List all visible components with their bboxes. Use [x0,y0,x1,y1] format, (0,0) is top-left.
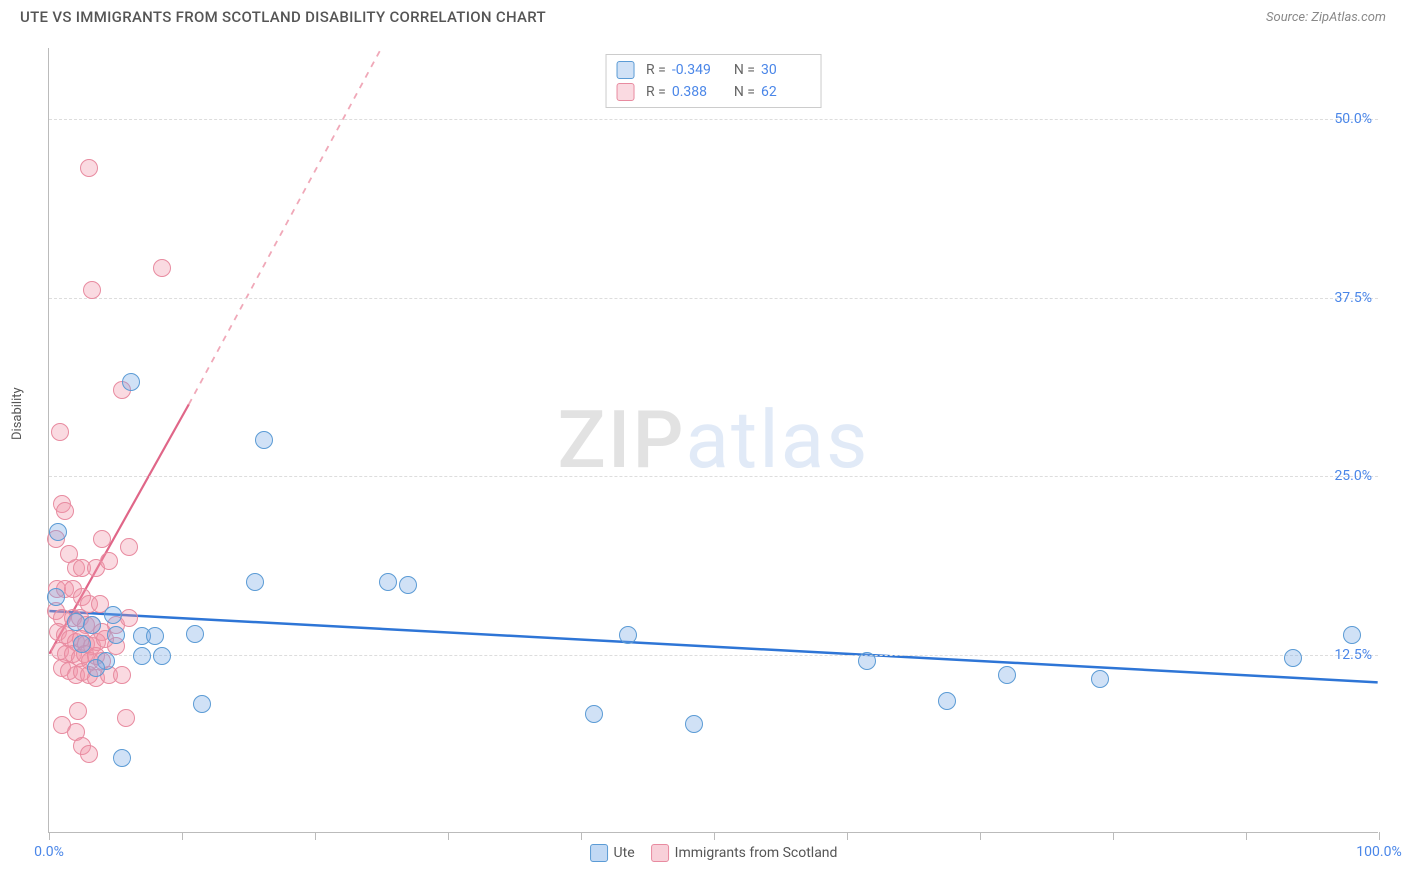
gridline-h [49,119,1378,120]
y-axis-label: Disability [10,387,25,440]
legend-label-ute: Ute [614,845,635,861]
scatter-point [1343,626,1361,644]
scatter-point [379,573,397,591]
scatter-point [51,423,69,441]
xtick [980,832,981,840]
xtick-label: 100.0% [1356,844,1401,860]
ytick-label: 50.0% [1334,111,1372,127]
stats-n-ute: 30 [761,62,811,78]
scatter-point [93,530,111,548]
scatter-point [619,626,637,644]
stats-n-scotland: 62 [761,84,811,100]
scatter-point [69,702,87,720]
scatter-point [113,666,131,684]
scatter-point [193,695,211,713]
xtick [714,832,715,840]
xtick [847,832,848,840]
stats-row-scotland: R = 0.388 N = 62 [616,81,811,103]
scatter-point [120,538,138,556]
watermark-zip: ZIP [558,393,686,487]
scatter-point [153,259,171,277]
xtick [1379,832,1380,840]
scatter-point [56,502,74,520]
scatter-point [49,523,67,541]
scatter-point [107,626,125,644]
scatter-point [133,647,151,665]
scatter-point [80,159,98,177]
scatter-point [122,373,140,391]
xtick [448,832,449,840]
legend-label-scotland: Immigrants from Scotland [675,845,838,861]
xtick [1246,832,1247,840]
trend-line [49,611,1377,682]
scatter-point [120,609,138,627]
scatter-point [83,281,101,299]
legend-item-scotland: Immigrants from Scotland [651,844,838,862]
swatch-scotland [616,83,634,101]
scatter-point [87,659,105,677]
scatter-point [938,692,956,710]
scatter-point [153,647,171,665]
swatch-ute [616,61,634,79]
stats-n-label: N = [734,62,755,78]
trend-line [189,48,382,404]
xtick [315,832,316,840]
ytick-label: 12.5% [1334,647,1372,663]
trend-lines-svg [49,48,1378,832]
stats-r-ute: -0.349 [672,62,722,78]
scatter-point [1091,670,1109,688]
xtick [49,832,50,840]
stats-r-label: R = [646,62,666,78]
scatter-point [585,705,603,723]
watermark: ZIPatlas [558,393,870,487]
chart-title: UTE VS IMMIGRANTS FROM SCOTLAND DISABILI… [20,8,546,26]
scatter-point [104,606,122,624]
chart-header: UTE VS IMMIGRANTS FROM SCOTLAND DISABILI… [0,0,1406,30]
scatter-point [685,715,703,733]
stats-legend: R = -0.349 N = 30 R = 0.388 N = 62 [605,54,822,108]
legend-item-ute: Ute [590,844,635,862]
scatter-point [255,431,273,449]
scatter-point [47,588,65,606]
legend-swatch-ute [590,844,608,862]
ytick-label: 25.0% [1334,468,1372,484]
scatter-point [113,749,131,767]
scatter-point [100,552,118,570]
gridline-h [49,298,1378,299]
scatter-point [399,576,417,594]
scatter-point [858,652,876,670]
gridline-h [49,476,1378,477]
scatter-point [80,745,98,763]
xtick-label: 0.0% [34,844,64,860]
chart-source: Source: ZipAtlas.com [1266,10,1386,25]
xtick [182,832,183,840]
watermark-atlas: atlas [686,393,870,487]
scatter-point [117,709,135,727]
stats-r-scotland: 0.388 [672,84,722,100]
chart-plot-area: ZIPatlas R = -0.349 N = 30 R = 0.388 N =… [48,48,1378,833]
legend-swatch-scotland [651,844,669,862]
stats-row-ute: R = -0.349 N = 30 [616,59,811,81]
stats-r-label-2: R = [646,84,666,100]
scatter-point [998,666,1016,684]
scatter-point [246,573,264,591]
gridline-h [49,655,1378,656]
ytick-label: 37.5% [1334,290,1372,306]
scatter-point [146,627,164,645]
scatter-point [1284,649,1302,667]
scatter-point [73,635,91,653]
bottom-legend: Ute Immigrants from Scotland [590,844,838,862]
scatter-point [186,625,204,643]
xtick [581,832,582,840]
stats-n-label-2: N = [734,84,755,100]
xtick [1113,832,1114,840]
scatter-point [83,616,101,634]
